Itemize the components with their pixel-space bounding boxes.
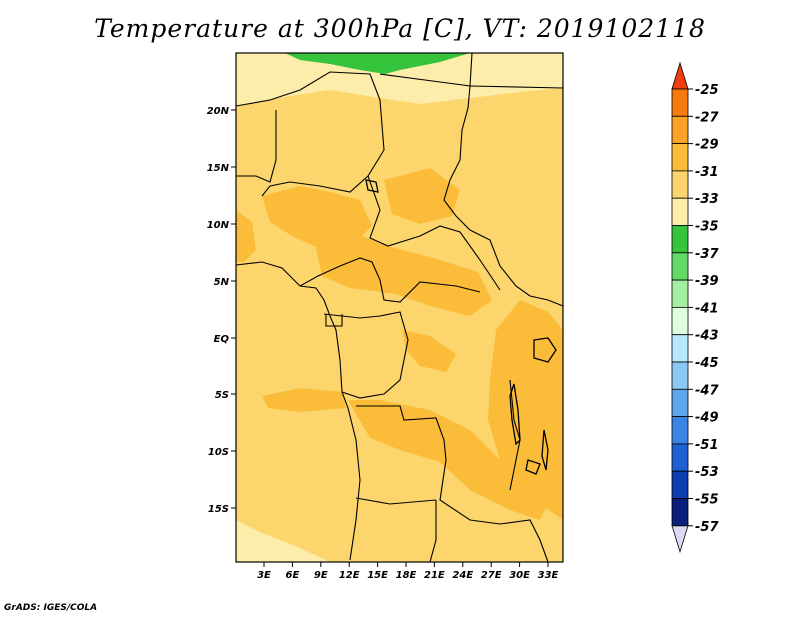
colorbar-label: -55 — [695, 493, 719, 508]
colorbar-label: -31 — [695, 165, 719, 180]
colorbar-bin — [671, 498, 689, 527]
colorbar-label: -39 — [695, 274, 719, 289]
lake-malawi — [541, 429, 549, 471]
lon-tick-label: 12E — [339, 570, 360, 581]
colorbar-bin — [671, 470, 689, 499]
latitude-ticks: 20N 15N 10N 5N EQ 5S 10S 15S — [207, 106, 236, 515]
colorbar-bin — [671, 88, 689, 117]
border-gulf — [325, 314, 343, 327]
chart-title: Temperature at 300hPa [C], VT: 201910211… — [94, 14, 706, 43]
lakes — [365, 179, 557, 475]
field-warm-northwest — [262, 186, 372, 248]
field-warm-southwest — [262, 388, 346, 412]
border-east-1 — [469, 52, 473, 87]
colorbar-top-arrow — [671, 61, 689, 90]
colorbar-bin — [671, 334, 689, 363]
field-warm-north-central — [384, 168, 460, 224]
colorbar-label: -45 — [695, 356, 719, 371]
colorbar-label: -53 — [695, 465, 719, 480]
colorbar-bin — [671, 306, 689, 336]
colorbar: -25 -27 -29 -31 -33 -35 -37 -39 -41 -43 -45 -47 -49 -… — [671, 61, 719, 554]
colorbar-label: -27 — [695, 110, 719, 125]
longitude-ticks: 3E 6E 9E 12E 15E 18E 21E 24E 27E 30E 33E — [257, 562, 559, 581]
field-warm-west-coast — [236, 210, 256, 262]
colorbar-bin — [671, 279, 689, 308]
colorbar-bin — [671, 197, 689, 226]
colorbar-bin — [671, 115, 689, 145]
lat-tick-label: EQ — [214, 334, 230, 345]
lon-tick-label: 33E — [538, 570, 559, 581]
lake-east — [525, 459, 541, 475]
colorbar-label: -47 — [695, 383, 719, 398]
lon-tick-label: 3E — [257, 570, 271, 581]
map-frame — [235, 52, 564, 563]
lon-tick-label: 18E — [396, 570, 417, 581]
lake-tanganyika — [509, 383, 521, 446]
field-warm-east-central — [402, 330, 456, 372]
lon-tick-label: 27E — [481, 570, 502, 581]
border-south-2 — [429, 500, 437, 563]
lat-tick-label: 10N — [207, 220, 230, 231]
colorbar-label: -57 — [695, 520, 719, 535]
lon-tick-label: 6E — [286, 570, 300, 581]
border-east-2 — [469, 85, 564, 89]
colorbar-bin — [671, 143, 689, 172]
lat-tick-label: 15N — [207, 163, 230, 174]
colorbar-bin — [671, 361, 689, 390]
footer-credit: GrADS: IGES/COLA — [4, 603, 98, 613]
colorbar-label: -41 — [695, 301, 719, 316]
lon-tick-label: 30E — [509, 570, 530, 581]
colorbar-bin — [671, 443, 689, 472]
lon-tick-label: 15E — [367, 570, 388, 581]
colorbar-label: -29 — [695, 138, 719, 153]
colorbar-label: -51 — [695, 438, 719, 453]
colorbar-label: -33 — [695, 192, 719, 207]
country-borders — [235, 52, 564, 563]
lat-tick-label: 20N — [207, 106, 230, 117]
field-warm-central — [316, 232, 492, 316]
border-south-1 — [356, 405, 549, 563]
colorbar-label: -43 — [695, 329, 719, 344]
colorbar-bin — [671, 388, 689, 417]
coastline — [235, 261, 361, 561]
lat-tick-label: 10S — [208, 447, 229, 458]
border-central-3 — [323, 311, 409, 399]
colorbar-bin — [671, 416, 689, 445]
border-south-3 — [355, 497, 437, 505]
lat-tick-label: 5N — [214, 277, 230, 288]
colorbar-label: -49 — [695, 411, 719, 426]
lat-tick-label: 5S — [215, 390, 229, 401]
lake-chad — [365, 179, 379, 193]
colorbar-label: -37 — [695, 247, 719, 262]
lake-victoria — [533, 337, 557, 363]
field-cool-north — [236, 53, 563, 106]
field-green-north — [285, 53, 470, 74]
lat-tick-label: 15S — [208, 504, 229, 515]
lon-tick-label: 9E — [314, 570, 328, 581]
map-panel: 20N 15N 10N 5N EQ 5S 10S 15S 3E 6E 9E 12E 15E 18E 21E… — [207, 52, 564, 581]
border-west-small — [236, 110, 277, 183]
lon-tick-label: 24E — [452, 570, 473, 581]
border-north-west — [235, 71, 385, 197]
border-central-1 — [367, 175, 501, 291]
field-cool-southwest — [236, 520, 330, 562]
colorbar-bin — [671, 252, 689, 281]
colorbar-label: -25 — [695, 83, 719, 98]
lon-tick-label: 21E — [424, 570, 445, 581]
colorbar-label: -35 — [695, 220, 719, 235]
colorbar-bottom-arrow — [671, 525, 689, 554]
colorbar-bin — [671, 225, 689, 254]
border-central-2 — [299, 257, 481, 303]
colorbar-bin — [671, 170, 689, 199]
field-warm-south — [348, 400, 546, 520]
border-north-east — [379, 73, 564, 307]
